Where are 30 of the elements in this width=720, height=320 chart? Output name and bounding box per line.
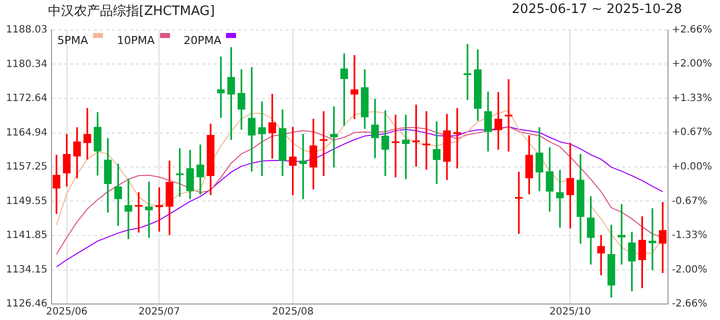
x-tick-label: 2025/07 [138, 306, 180, 318]
y2-tick-label: -0.67% [672, 196, 708, 208]
y-tick-label: 1126.46 [6, 298, 48, 310]
chart-subtitle: 2025-06-17 ~ 2025-10-28 [512, 2, 682, 17]
y2-tick-label: +0.67% [672, 127, 712, 138]
y2-tick-label: +1.33% [672, 93, 712, 104]
y2-tick-label: +2.00% [672, 58, 712, 70]
candlestick [422, 111, 430, 170]
y-tick-label: 1180.34 [6, 58, 48, 70]
y-tick-label: 1164.94 [6, 127, 48, 138]
x-tick-label: 2025/08 [272, 306, 314, 318]
y2-tick-label: -2.00% [672, 264, 708, 276]
y-tick-label: 1157.25 [6, 162, 48, 173]
chart-title: 中汉农产品综指[ZHCTMAG] [48, 3, 215, 20]
x-tick-label: 2025/06 [46, 306, 88, 318]
x-tick-label: 2025/10 [549, 306, 592, 318]
y-tick-label: 1141.85 [6, 230, 48, 242]
y-tick-label: 1134.15 [6, 264, 48, 276]
y-tick-label: 1149.55 [6, 196, 48, 207]
y2-tick-label: +0.00% [672, 162, 712, 173]
y2-tick-label: -1.33% [672, 230, 708, 242]
legend-label: 20PMA [184, 34, 222, 47]
y2-tick-label: -2.66% [672, 298, 708, 310]
y-tick-label: 1188.03 [6, 24, 48, 36]
y2-tick-label: +2.66% [672, 24, 712, 36]
candlestick [504, 79, 512, 152]
legend-label: 5PMA [57, 34, 88, 47]
legend-label: 10PMA [117, 34, 155, 47]
y-tick-label: 1172.64 [6, 93, 48, 104]
candlestick [320, 111, 328, 176]
